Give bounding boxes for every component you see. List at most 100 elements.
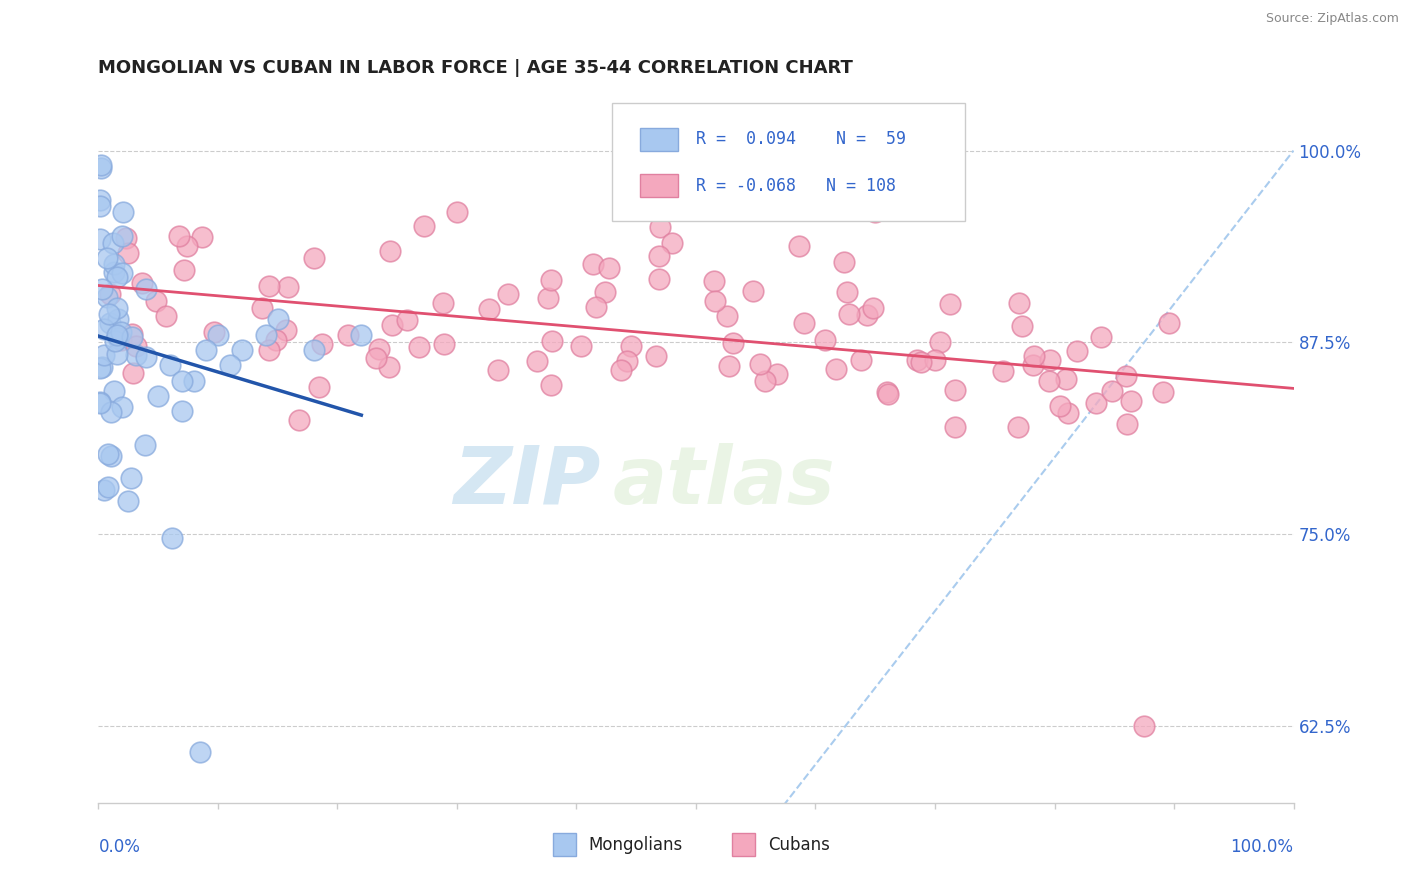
Text: 100.0%: 100.0% (1230, 838, 1294, 856)
Point (183, 374, 205, 388)
Point (252, 301, 274, 316)
FancyBboxPatch shape (613, 103, 965, 221)
Text: atlas: atlas (613, 442, 835, 521)
Point (105, 346, 128, 360)
Point (121, 330, 143, 344)
Point (134, 438, 156, 452)
Point (754, 374, 776, 388)
Point (793, 317, 815, 331)
Point (337, 327, 360, 342)
Point (93, 348, 115, 362)
Point (194, 343, 218, 357)
Point (159, 359, 181, 373)
Point (124, 339, 146, 353)
Point (749, 357, 772, 371)
Point (125, 348, 148, 362)
Point (288, 413, 311, 427)
Point (188, 745, 211, 759)
Point (172, 404, 194, 418)
Point (100, 316, 122, 330)
Point (537, 291, 560, 305)
Point (569, 339, 592, 353)
Point (110, 325, 132, 339)
Point (90, 158, 112, 172)
Point (721, 335, 744, 350)
Point (905, 353, 928, 368)
Text: 0.0%: 0.0% (98, 838, 141, 856)
Point (266, 333, 288, 347)
Point (945, 419, 967, 434)
Point (105, 328, 128, 343)
Point (1084, 395, 1107, 409)
Point (1039, 352, 1062, 367)
Point (110, 333, 132, 347)
Point (924, 352, 946, 367)
Point (254, 327, 277, 342)
Point (302, 343, 325, 357)
Point (928, 335, 950, 350)
Point (111, 229, 134, 244)
Point (103, 257, 125, 271)
Point (274, 322, 297, 336)
Point (717, 359, 740, 373)
Point (122, 366, 145, 380)
Point (412, 219, 434, 233)
Point (876, 384, 898, 399)
Point (477, 302, 499, 317)
Point (620, 339, 643, 353)
Point (103, 384, 125, 399)
Point (526, 354, 548, 368)
Point (703, 274, 725, 288)
Text: Cubans: Cubans (768, 836, 830, 854)
Point (855, 309, 877, 323)
FancyBboxPatch shape (640, 174, 678, 197)
Point (89, 396, 111, 410)
Text: ZIP: ZIP (453, 442, 600, 521)
Point (991, 364, 1014, 378)
Point (496, 287, 519, 301)
Point (1022, 358, 1045, 372)
Point (939, 297, 962, 311)
Point (89, 193, 111, 207)
Point (1090, 330, 1112, 344)
Point (93, 322, 115, 336)
Point (121, 326, 143, 341)
Text: Mongolians: Mongolians (589, 836, 683, 854)
Point (259, 279, 281, 293)
Point (877, 386, 900, 401)
Point (111, 204, 134, 219)
Point (160, 531, 183, 545)
Point (302, 251, 325, 265)
Point (1008, 296, 1031, 310)
Point (716, 310, 738, 324)
Point (100, 405, 122, 419)
Point (89, 232, 111, 246)
Point (101, 235, 124, 250)
Point (104, 334, 127, 348)
Point (96, 251, 118, 265)
Point (103, 265, 125, 279)
Point (115, 231, 138, 245)
Point (172, 374, 194, 388)
Point (91, 282, 114, 296)
Point (378, 359, 401, 374)
Point (135, 351, 157, 365)
Point (191, 230, 214, 244)
Point (849, 353, 872, 368)
Text: R =  0.094    N =  59: R = 0.094 N = 59 (696, 130, 905, 148)
Point (648, 272, 671, 286)
Point (90, 360, 112, 375)
Point (176, 239, 198, 253)
Point (111, 266, 134, 280)
Point (1022, 349, 1045, 363)
Point (97, 480, 120, 494)
Point (1157, 317, 1180, 331)
Point (308, 380, 330, 394)
Point (1133, 719, 1156, 733)
Point (350, 327, 373, 342)
Point (616, 353, 638, 368)
Point (541, 334, 564, 348)
Point (100, 449, 122, 463)
Point (267, 312, 290, 326)
Point (1116, 417, 1139, 431)
